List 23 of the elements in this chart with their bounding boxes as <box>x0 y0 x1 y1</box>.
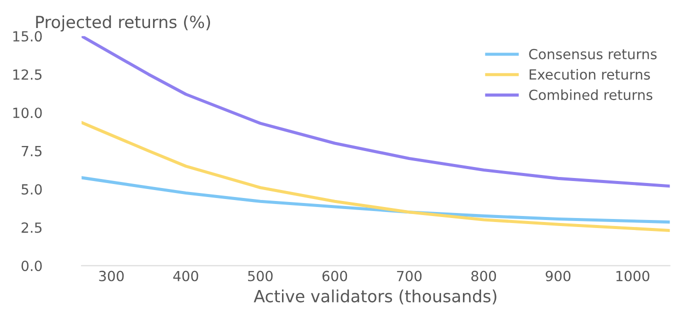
y-axis-title: Projected returns (%) <box>36 15 210 32</box>
legend-label: Execution returns <box>530 68 650 80</box>
line-series <box>82 121 670 232</box>
x-tick-label: 400 <box>173 270 198 282</box>
x-tick-label: 800 <box>471 270 496 282</box>
y-tick-label: 5.0 <box>22 184 42 195</box>
legend-label: Combined returns <box>529 89 652 100</box>
x-tick-label: 600 <box>322 270 348 282</box>
line-series <box>82 36 670 188</box>
x-axis-title: Active validators (thousands) <box>254 290 496 304</box>
x-tick-label: 300 <box>99 270 124 282</box>
x-tick-label: 1000 <box>616 270 650 282</box>
y-tick-label: 10.0 <box>13 108 42 118</box>
legend-label: Consensus returns <box>529 48 657 60</box>
y-tick-label: 12.5 <box>13 69 42 80</box>
line-series <box>82 176 670 224</box>
x-tick-label: 900 <box>546 270 570 282</box>
y-tick-label: 0.0 <box>22 260 42 272</box>
x-tick-label: 700 <box>397 270 422 282</box>
y-tick-label: 7.5 <box>22 146 42 156</box>
x-tick-label: 500 <box>248 270 273 282</box>
y-tick-label: 15.0 <box>13 31 42 42</box>
y-tick-label: 2.5 <box>22 222 42 233</box>
